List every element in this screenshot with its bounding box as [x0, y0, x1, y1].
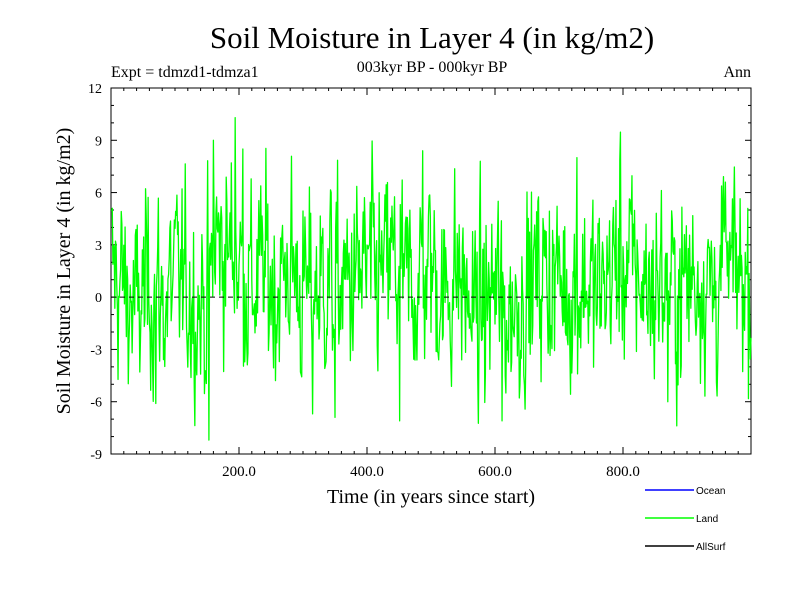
- y-tick-label: -9: [90, 448, 102, 463]
- legend-label-land: Land: [696, 514, 718, 525]
- series-line-land: [111, 116, 752, 441]
- legend-label-allsurf: AllSurf: [696, 542, 726, 553]
- x-tick-label: 400.0: [350, 464, 384, 480]
- y-tick-label: 3: [95, 239, 102, 254]
- x-axis-label: Time (in years since start): [327, 486, 535, 508]
- x-axis: 200.0 400.0 600.0 800.0: [110, 88, 752, 480]
- experiment-label: Expt = tdmzd1-tdmza1: [111, 64, 259, 81]
- chart-subtitle: 003kyr BP - 000kyr BP: [357, 59, 508, 76]
- y-tick-label: 9: [95, 134, 102, 149]
- legend: Ocean Land AllSurf: [645, 486, 726, 553]
- y-tick-label: 12: [88, 82, 102, 97]
- y-tick-label: 6: [95, 187, 102, 202]
- y-tick-label: -6: [90, 396, 102, 411]
- y-axis-label: Soil Moisture in Layer 4 (in kg/m2): [53, 128, 75, 415]
- season-label: Ann: [723, 64, 751, 81]
- series-layer: [111, 116, 752, 441]
- x-tick-label: 800.0: [606, 464, 640, 480]
- x-tick-label: 600.0: [478, 464, 512, 480]
- y-tick-label: 0: [95, 291, 102, 306]
- x-tick-label: 200.0: [222, 464, 256, 480]
- legend-label-ocean: Ocean: [696, 486, 725, 497]
- chart-title: Soil Moisture in Layer 4 (in kg/m2): [210, 20, 654, 55]
- y-tick-label: -3: [90, 343, 102, 358]
- plot-area: -9 -6 -3 0 3 6 9 12 200.0 400.0 600.0 800.0: [88, 82, 752, 480]
